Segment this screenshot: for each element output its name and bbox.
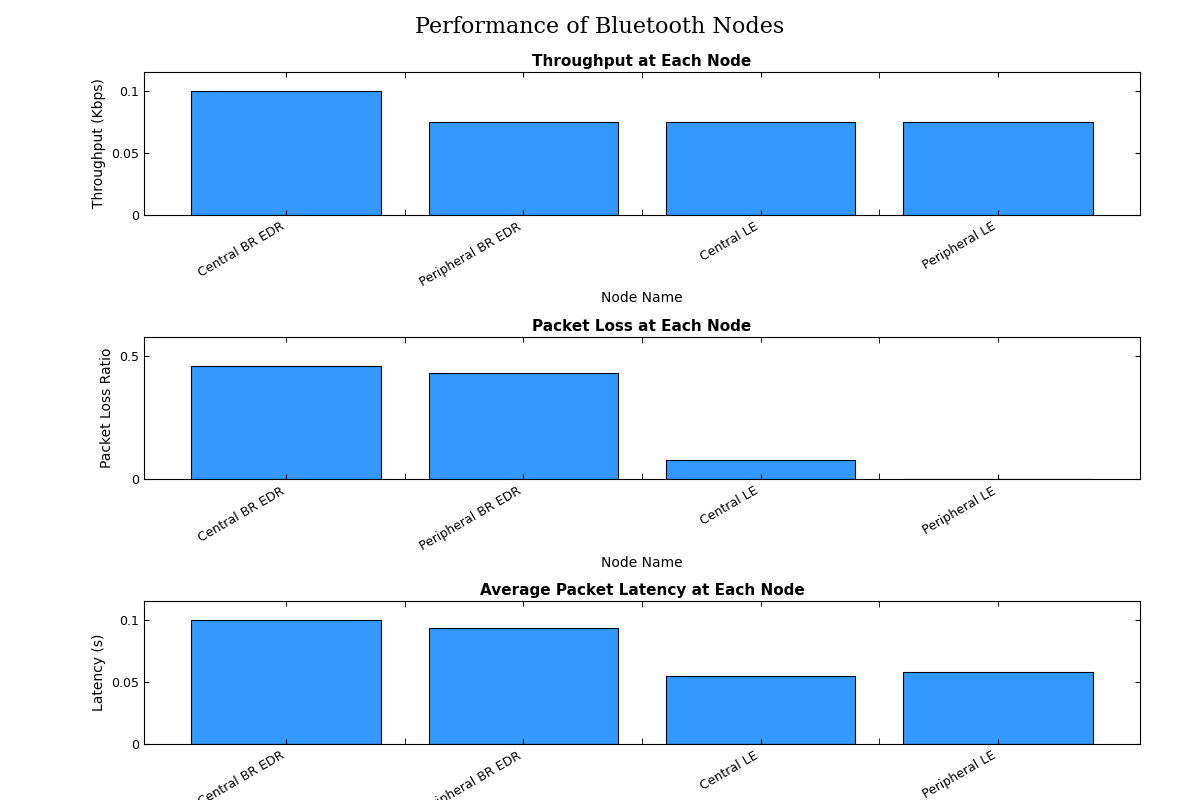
- Bar: [666, 460, 856, 479]
- Title: Throughput at Each Node: Throughput at Each Node: [533, 54, 751, 70]
- Bar: [428, 628, 618, 744]
- Bar: [666, 676, 856, 744]
- X-axis label: Node Name: Node Name: [601, 291, 683, 306]
- Bar: [902, 672, 1092, 744]
- Bar: [666, 122, 856, 215]
- Title: Average Packet Latency at Each Node: Average Packet Latency at Each Node: [480, 583, 804, 598]
- Bar: [428, 122, 618, 215]
- Y-axis label: Packet Loss Ratio: Packet Loss Ratio: [100, 348, 114, 468]
- Y-axis label: Latency (s): Latency (s): [91, 634, 106, 711]
- Bar: [902, 122, 1092, 215]
- Y-axis label: Throughput (Kbps): Throughput (Kbps): [91, 78, 106, 209]
- Title: Packet Loss at Each Node: Packet Loss at Each Node: [533, 319, 751, 334]
- X-axis label: Node Name: Node Name: [601, 556, 683, 570]
- Bar: [192, 90, 382, 215]
- Bar: [192, 620, 382, 744]
- Text: Performance of Bluetooth Nodes: Performance of Bluetooth Nodes: [415, 16, 785, 38]
- Bar: [192, 366, 382, 479]
- Bar: [428, 374, 618, 479]
